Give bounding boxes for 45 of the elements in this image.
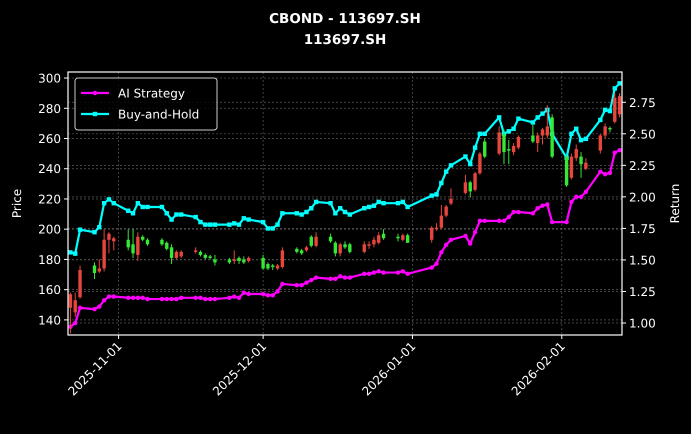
- y-tick-label: 160: [38, 283, 61, 298]
- candlestick: [314, 232, 318, 248]
- candlestick: [468, 180, 472, 198]
- candlestick: [444, 204, 448, 218]
- chart-title: CBOND - 113697.SH: [269, 11, 421, 27]
- y-tick-label: 260: [38, 132, 61, 146]
- y2-axis-title: Return: [668, 184, 682, 224]
- y-tick-label: 140: [38, 313, 61, 328]
- candlestick: [497, 126, 501, 156]
- y2-tick-label: 2.00: [629, 190, 656, 204]
- y-tick-label: 280: [38, 102, 61, 116]
- candlestick: [483, 138, 486, 159]
- legend-label: AI Strategy: [118, 86, 185, 100]
- y2-tick-label: 2.25: [629, 158, 656, 173]
- y2-tick-label: 1.00: [629, 316, 656, 331]
- candlestick: [406, 233, 410, 244]
- y2-tick-label: 1.25: [629, 284, 656, 299]
- candlestick: [440, 204, 444, 230]
- candlestick: [310, 234, 313, 248]
- candlestick: [464, 174, 468, 195]
- y2-tick-label: 2.75: [629, 96, 656, 110]
- y-axis-title: Price: [10, 188, 24, 218]
- candlestick: [136, 232, 140, 262]
- candlestick: [603, 122, 607, 140]
- candlestick: [334, 240, 338, 257]
- y2-tick-label: 1.75: [629, 222, 656, 236]
- candlestick: [473, 171, 477, 192]
- y2-tick-label: 2.50: [629, 127, 656, 142]
- chart-subtitle: 113697.SH: [304, 32, 386, 48]
- y-tick-label: 300: [38, 72, 61, 86]
- candlestick: [598, 133, 602, 154]
- candlestick: [478, 152, 482, 176]
- y2-tick-label: 1.50: [629, 253, 656, 268]
- candlestick: [213, 254, 217, 266]
- candlestick: [232, 250, 236, 264]
- candlestick: [584, 158, 588, 171]
- legend-label: Buy-and-Hold: [118, 108, 200, 122]
- y-tick-label: 200: [38, 222, 61, 237]
- y-tick-label: 180: [38, 252, 61, 267]
- candlestick: [382, 228, 386, 240]
- y-tick-label: 240: [38, 162, 61, 176]
- y-tick-label: 220: [38, 192, 61, 206]
- candlestick: [536, 132, 540, 153]
- candlestick: [98, 258, 101, 274]
- candlestick: [338, 242, 342, 257]
